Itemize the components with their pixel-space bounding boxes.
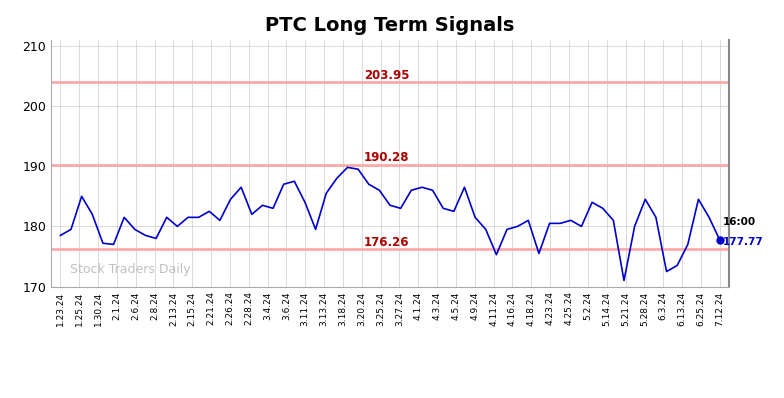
Text: 177.77: 177.77 xyxy=(723,236,764,247)
Text: 190.28: 190.28 xyxy=(364,152,409,164)
Title: PTC Long Term Signals: PTC Long Term Signals xyxy=(265,16,515,35)
Text: Stock Traders Daily: Stock Traders Daily xyxy=(70,263,191,276)
Text: 16:00: 16:00 xyxy=(723,217,756,227)
Text: 203.95: 203.95 xyxy=(364,69,409,82)
Text: 176.26: 176.26 xyxy=(364,236,409,249)
